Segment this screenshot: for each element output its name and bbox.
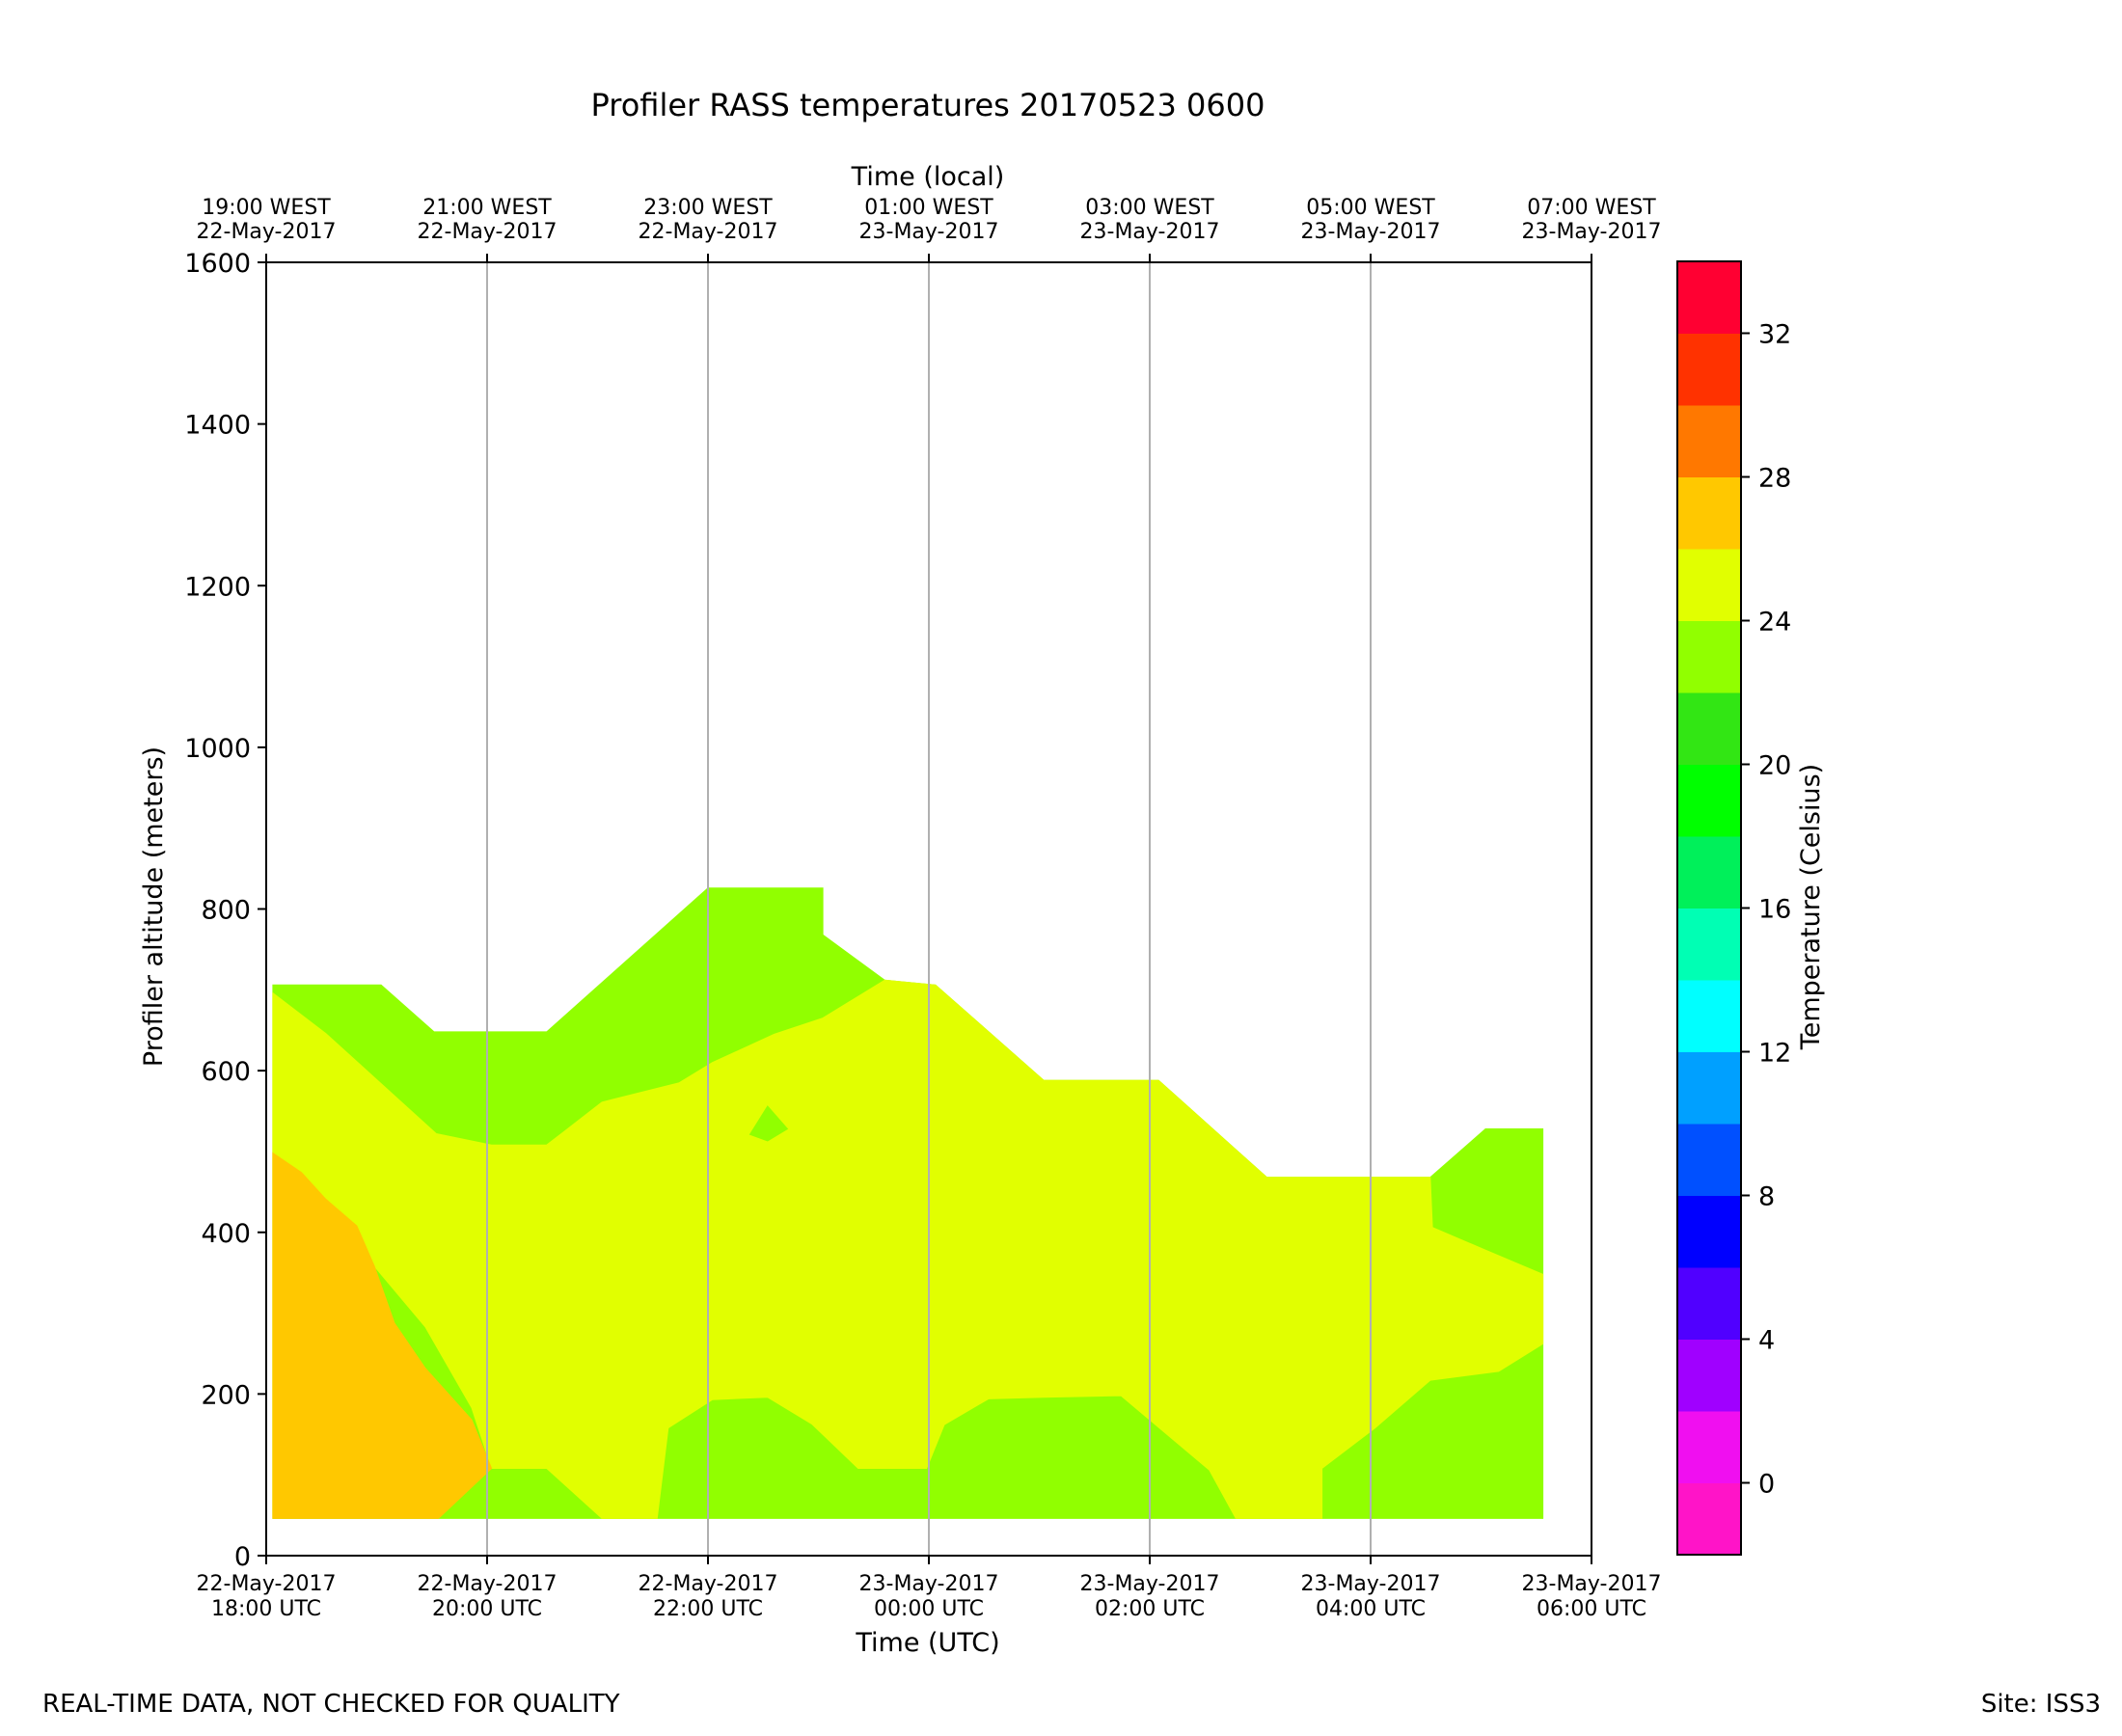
- top-tick-date: 22-May-2017: [197, 220, 337, 244]
- y-tick-label: 1000: [184, 734, 251, 764]
- colorbar-tick-label: 0: [1758, 1470, 1775, 1500]
- y-tick-label: 400: [201, 1219, 251, 1249]
- bottom-tick-time: 20:00 UTC: [432, 1597, 542, 1621]
- top-tick-date: 23-May-2017: [1522, 220, 1662, 244]
- top-tick-time: 19:00 WEST: [202, 196, 331, 220]
- bottom-tick-date: 22-May-2017: [639, 1572, 778, 1596]
- colorbar-band: [1677, 1339, 1741, 1412]
- colorbar-tick-label: 32: [1758, 320, 1791, 350]
- top-tick-date: 23-May-2017: [859, 220, 999, 244]
- top-tick-time: 01:00 WEST: [864, 196, 993, 220]
- y-tick-label: 600: [201, 1057, 251, 1087]
- bottom-tick-date: 23-May-2017: [1301, 1572, 1441, 1596]
- top-tick-time: 05:00 WEST: [1306, 196, 1435, 220]
- contour-island-22-24: [748, 1105, 789, 1142]
- colorbar-tick-label: 8: [1758, 1182, 1775, 1212]
- bottom-tick-date: 23-May-2017: [1522, 1572, 1662, 1596]
- colorbar-band: [1677, 549, 1741, 621]
- y-axis-ticks: 0 200 400 600 800 1000 1200 1400 1600: [184, 249, 266, 1572]
- colorbar-band: [1677, 1482, 1741, 1556]
- vertical-gridlines: [486, 262, 1372, 1556]
- colorbar-band: [1677, 620, 1741, 693]
- top-tick-date: 23-May-2017: [1301, 220, 1441, 244]
- bottom-tick-time: 02:00 UTC: [1095, 1597, 1205, 1621]
- contour-band-26-28: [272, 1152, 493, 1519]
- colorbar-tick-label: 20: [1758, 751, 1791, 781]
- colorbar-band: [1677, 908, 1741, 981]
- y-tick-label: 800: [201, 896, 251, 926]
- top-tick-date: 22-May-2017: [639, 220, 778, 244]
- bottom-tick-time: 06:00 UTC: [1537, 1597, 1646, 1621]
- contour-band-24-26: [272, 979, 1544, 1519]
- colorbar-band: [1677, 333, 1741, 406]
- bottom-tick-time: 22:00 UTC: [653, 1597, 763, 1621]
- top-tick-date: 23-May-2017: [1080, 220, 1220, 244]
- quality-disclaimer: REAL-TIME DATA, NOT CHECKED FOR QUALITY: [42, 1690, 620, 1719]
- colorbar-tick-label: 12: [1758, 1039, 1791, 1069]
- top-tick-time: 21:00 WEST: [422, 196, 552, 220]
- colorbar-band: [1677, 692, 1741, 765]
- colorbar-band: [1677, 1195, 1741, 1268]
- site-label: Site: ISS3: [1980, 1690, 2101, 1719]
- top-axis-label: Time (local): [851, 162, 1005, 192]
- colorbar-band: [1677, 1124, 1741, 1196]
- colorbar-band: [1677, 764, 1741, 837]
- colorbar-band: [1677, 1267, 1741, 1340]
- colorbar-band: [1677, 1411, 1741, 1483]
- top-tick-date: 22-May-2017: [418, 220, 558, 244]
- bottom-tick-date: 22-May-2017: [197, 1572, 337, 1596]
- colorbar-tick-label: 28: [1758, 464, 1791, 494]
- colorbar: 0 4 8 12 16 20 24 28 32: [1676, 260, 1791, 1556]
- y-axis-label: Profiler altitude (meters): [139, 746, 169, 1067]
- colorbar-band: [1677, 836, 1741, 909]
- bottom-tick-date: 23-May-2017: [1080, 1572, 1220, 1596]
- y-tick-label: 1200: [184, 572, 251, 602]
- top-tick-time: 23:00 WEST: [643, 196, 773, 220]
- colorbar-tick-label: 16: [1758, 895, 1791, 925]
- top-tick-time: 03:00 WEST: [1085, 196, 1214, 220]
- top-tick-time: 07:00 WEST: [1527, 196, 1656, 220]
- chart-title: Profiler RASS temperatures 20170523 0600: [591, 87, 1265, 123]
- y-tick-label: 0: [234, 1542, 251, 1572]
- y-tick-label: 1400: [184, 411, 251, 441]
- bottom-tick-time: 18:00 UTC: [211, 1597, 321, 1621]
- colorbar-band: [1677, 476, 1741, 550]
- colorbar-label: Temperature (Celsius): [1796, 764, 1826, 1050]
- y-tick-label: 200: [201, 1380, 251, 1410]
- colorbar-band: [1677, 1051, 1741, 1125]
- bottom-tick-date: 22-May-2017: [418, 1572, 558, 1596]
- colorbar-tick-label: 24: [1758, 608, 1791, 637]
- y-tick-label: 1600: [184, 249, 251, 279]
- colorbar-band: [1677, 980, 1741, 1052]
- colorbar-band: [1677, 405, 1741, 477]
- bottom-tick-time: 04:00 UTC: [1316, 1597, 1426, 1621]
- bottom-axis-label: Time (UTC): [855, 1628, 999, 1658]
- bottom-tick-time: 00:00 UTC: [874, 1597, 984, 1621]
- bottom-tick-date: 23-May-2017: [859, 1572, 999, 1596]
- colorbar-tick-label: 4: [1758, 1326, 1775, 1356]
- contour-regions: [272, 887, 1544, 1519]
- colorbar-band: [1677, 261, 1741, 334]
